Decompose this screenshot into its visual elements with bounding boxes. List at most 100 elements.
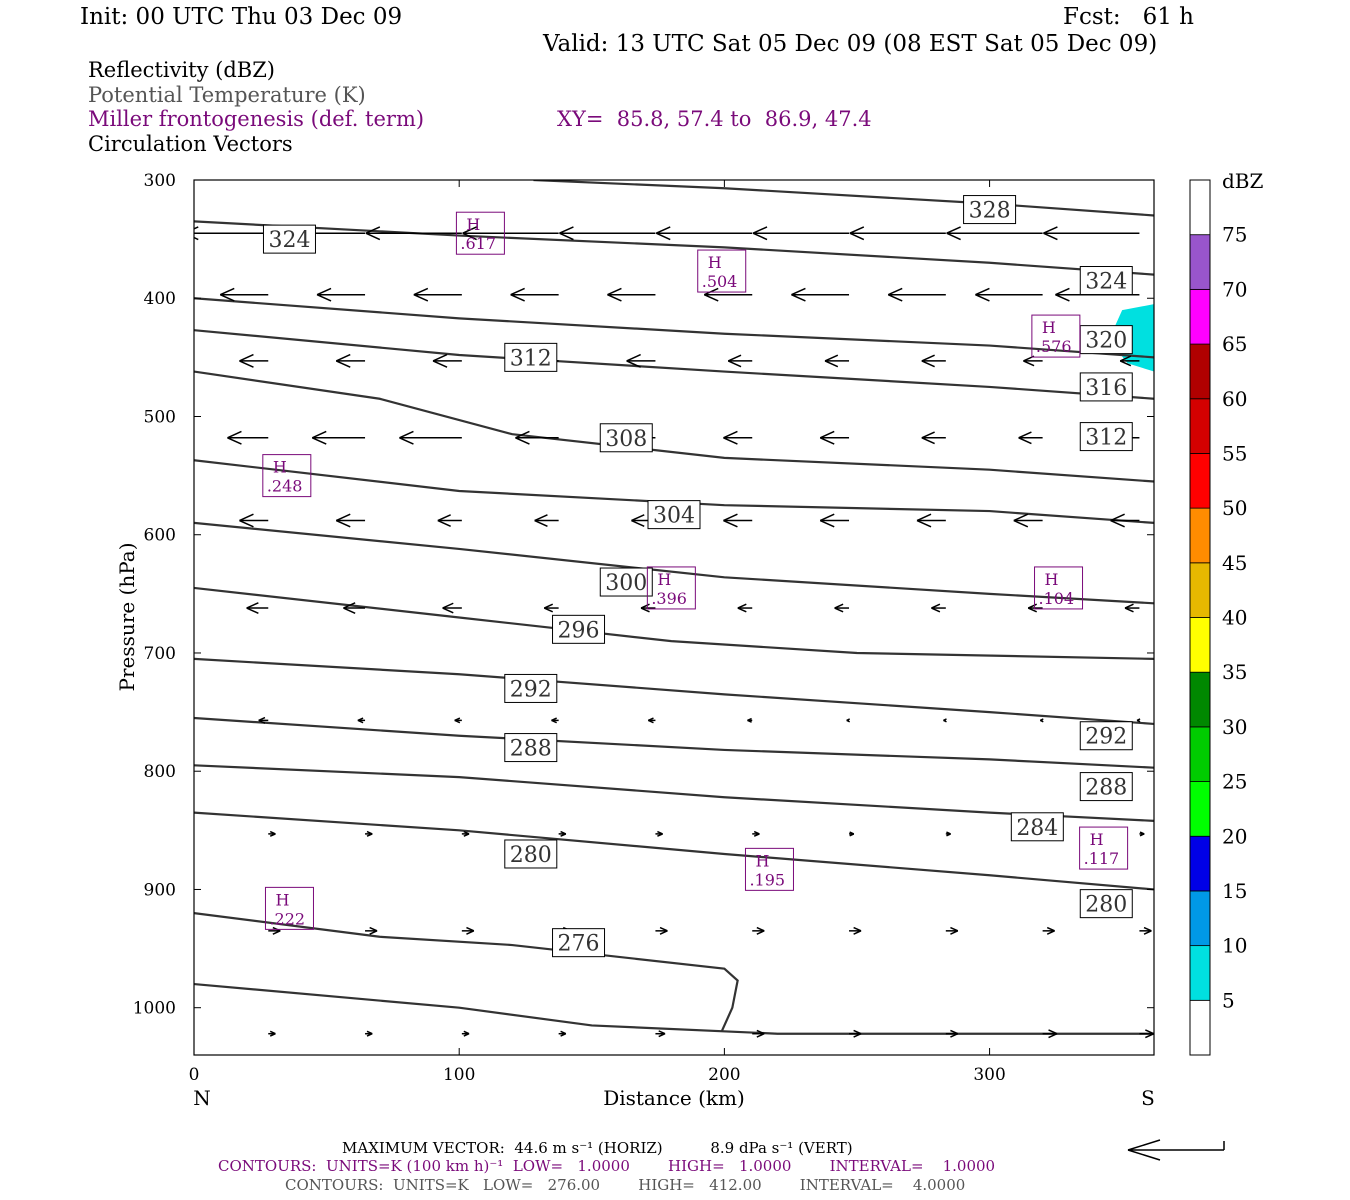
vector-arrowhead-icon bbox=[227, 430, 242, 445]
vector-arrowhead-icon bbox=[1039, 718, 1044, 723]
colorbar-segment bbox=[1189, 343, 1211, 400]
colorbar-segment bbox=[1189, 507, 1211, 564]
colorbar-segment bbox=[1189, 562, 1211, 618]
vector-arrowhead-icon bbox=[824, 354, 839, 368]
theta-label: 292 bbox=[1085, 725, 1127, 750]
frontogenesis-max-value: .396 bbox=[651, 589, 687, 608]
theta-label-box bbox=[552, 614, 606, 644]
vector-arrowhead-icon bbox=[946, 226, 961, 241]
vector-arrowhead-icon bbox=[437, 514, 451, 527]
vector-arrowhead-icon bbox=[442, 602, 454, 614]
vector-arrowhead-icon bbox=[316, 287, 332, 302]
frontogenesis-max-box bbox=[1079, 826, 1129, 870]
y-tick-label: 600 bbox=[144, 526, 176, 546]
colorbar-label: 10 bbox=[1222, 934, 1247, 958]
vector-arrowhead-icon bbox=[560, 1030, 567, 1037]
frontogenesis-max-label: H bbox=[1090, 830, 1104, 849]
colorbar-label: 65 bbox=[1222, 332, 1247, 356]
forecast-hour: Fcst: 61 h bbox=[1063, 4, 1194, 30]
vector-arrowhead-icon bbox=[753, 830, 760, 837]
theta-label: 300 bbox=[605, 571, 647, 596]
theta-label-box bbox=[599, 423, 653, 453]
theta-label-box bbox=[1079, 721, 1133, 751]
vector-arrowhead-icon bbox=[219, 287, 235, 302]
colorbar-segment bbox=[1189, 890, 1211, 947]
vector-arrowhead-icon bbox=[916, 513, 932, 528]
vector-arrowhead-icon bbox=[369, 926, 378, 935]
vector-arrowhead-icon bbox=[659, 926, 668, 935]
vector-arrowhead-icon bbox=[399, 430, 414, 445]
colorbar-label: 50 bbox=[1222, 496, 1247, 520]
theta-label: 280 bbox=[1085, 893, 1127, 918]
vector-arrowhead-icon bbox=[515, 430, 530, 445]
y-tick-label: 300 bbox=[144, 171, 176, 191]
theta-label: 280 bbox=[510, 843, 552, 868]
theta-label-box bbox=[1079, 889, 1133, 919]
vector-arrowhead-icon bbox=[194, 226, 199, 241]
vector-arrowhead-icon bbox=[846, 718, 851, 723]
vector-arrowhead-icon bbox=[1110, 513, 1125, 528]
legend-vectors: Circulation Vectors bbox=[88, 132, 293, 156]
frontogenesis-max-box bbox=[646, 566, 696, 610]
frontogenesis-max-value: .117 bbox=[1084, 849, 1120, 868]
frontogenesis-max-box bbox=[1031, 314, 1081, 358]
frontogenesis-max-label: H bbox=[1045, 570, 1059, 589]
frontogenesis-max-box bbox=[697, 249, 747, 293]
theta-label-box bbox=[262, 224, 316, 254]
theta-label-box bbox=[1079, 772, 1133, 802]
frontogenesis-max-box bbox=[455, 211, 505, 255]
vector-arrowhead-icon bbox=[950, 926, 959, 935]
vector-arrowhead-icon bbox=[834, 603, 844, 613]
theta-label-box bbox=[504, 839, 558, 869]
vector-arrowhead-icon bbox=[819, 430, 835, 445]
frontogenesis-max-box bbox=[262, 454, 312, 498]
vector-arrowhead-icon bbox=[723, 513, 738, 528]
vector-arrowhead-icon bbox=[1013, 513, 1029, 528]
vector-arrowhead-icon bbox=[655, 226, 671, 241]
frontogenesis-max-label: H bbox=[275, 890, 289, 909]
x-tick-label: 0 bbox=[189, 1065, 200, 1085]
colorbar-label: 70 bbox=[1222, 277, 1247, 301]
colorbar-segment bbox=[1189, 835, 1211, 892]
vector-arrowhead-icon bbox=[366, 1030, 373, 1037]
vector-arrowhead-icon bbox=[560, 830, 567, 837]
footer-contours-frontogenesis: CONTOURS: UNITS=K (100 km h)⁻¹ LOW= 1.00… bbox=[218, 1157, 996, 1175]
theta-label: 276 bbox=[558, 932, 600, 957]
theta-label: 312 bbox=[1085, 426, 1127, 451]
y-tick-label: 700 bbox=[144, 644, 176, 664]
colorbar-segment bbox=[1189, 999, 1211, 1056]
frontogenesis-max-value: .576 bbox=[1036, 337, 1072, 356]
y-tick-label: 1000 bbox=[133, 999, 176, 1019]
vector-arrowhead-icon bbox=[931, 603, 941, 613]
theta-label: 296 bbox=[558, 618, 600, 643]
frontogenesis-max-label: H bbox=[1042, 318, 1056, 337]
frontogenesis-max-label: H bbox=[466, 215, 480, 234]
vector-arrowhead-icon bbox=[1018, 431, 1032, 445]
frontogenesis-max-label: H bbox=[657, 570, 671, 589]
theta-label-box bbox=[1079, 372, 1133, 402]
colorbar-label: 45 bbox=[1222, 551, 1247, 575]
theta-label: 328 bbox=[969, 199, 1011, 224]
vector-arrowhead-icon bbox=[551, 717, 557, 724]
footer-max-vector: MAXIMUM VECTOR: 44.6 m s⁻¹ (HORIZ) 8.9 d… bbox=[342, 1139, 853, 1157]
theta-label-box bbox=[504, 733, 558, 763]
vector-arrowhead-icon bbox=[432, 353, 448, 368]
y-tick-label: 800 bbox=[144, 762, 176, 782]
theta-contour-276 bbox=[194, 982, 1154, 1035]
vector-arrowhead-icon bbox=[943, 718, 947, 723]
vector-arrowhead-icon bbox=[413, 287, 429, 302]
colorbar-segment bbox=[1189, 398, 1211, 454]
theta-contour-304 bbox=[194, 521, 1154, 605]
vector-arrowhead-icon bbox=[1143, 926, 1152, 935]
colorbar-segment bbox=[1189, 617, 1211, 673]
theta-contour-284 bbox=[194, 811, 1154, 891]
frontogenesis-max-value: .195 bbox=[749, 870, 785, 889]
vector-arrowhead-icon bbox=[849, 226, 865, 241]
frontogenesis-max-label: H bbox=[708, 253, 722, 272]
vector-arrowhead-icon bbox=[849, 831, 855, 837]
vector-arrowhead-icon bbox=[269, 830, 276, 837]
vector-arrowhead-icon bbox=[1145, 1029, 1154, 1039]
colorbar-label: 25 bbox=[1222, 770, 1247, 794]
theta-label: 324 bbox=[268, 228, 310, 253]
